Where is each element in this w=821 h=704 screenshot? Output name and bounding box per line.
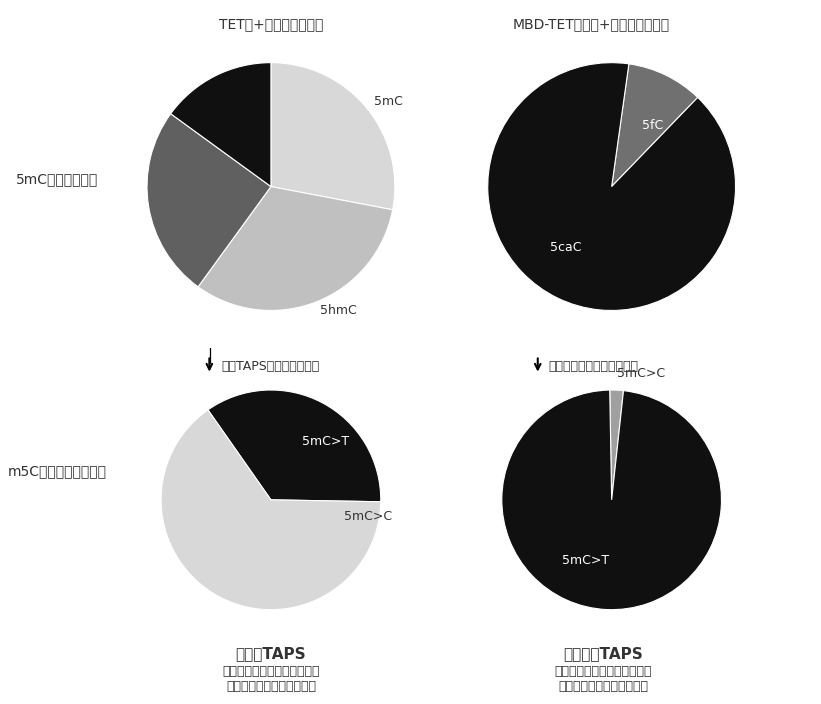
- Text: 5mC>C: 5mC>C: [617, 367, 665, 380]
- Wedge shape: [502, 390, 722, 610]
- Wedge shape: [171, 63, 271, 187]
- Text: 操作简单、耗时短、损失小、
转化率高、易于工业自动化: 操作简单、耗时短、损失小、 转化率高、易于工业自动化: [555, 665, 652, 693]
- Text: m5C位点测序硨基占比: m5C位点测序硨基占比: [8, 465, 107, 479]
- Text: 5mC: 5mC: [374, 95, 403, 108]
- Text: 5mC氧化产物占比: 5mC氧化产物占比: [16, 172, 99, 187]
- Wedge shape: [147, 114, 271, 287]
- Wedge shape: [610, 390, 623, 500]
- Text: 传统的TAPS: 传统的TAPS: [236, 646, 306, 661]
- Text: 操作复杂，耗时长、损失大、
转化率低、难以工业自动化: 操作复杂，耗时长、损失大、 转化率低、难以工业自动化: [222, 665, 319, 693]
- Wedge shape: [208, 390, 381, 502]
- Text: 优化还原剂处理后建库测序: 优化还原剂处理后建库测序: [548, 360, 639, 372]
- Text: 5fC: 5fC: [641, 119, 663, 132]
- Wedge shape: [161, 410, 381, 610]
- Text: 5mC>C: 5mC>C: [344, 510, 392, 523]
- Wedge shape: [198, 187, 392, 310]
- Text: 5caC: 5caC: [550, 241, 582, 254]
- Text: MBD-TET重组醂+优化反应缓冲液: MBD-TET重组醂+优化反应缓冲液: [512, 18, 670, 32]
- Text: 传统TAPS处理后建库测序: 传统TAPS处理后建库测序: [222, 360, 320, 372]
- Text: 5mC>T: 5mC>T: [562, 553, 609, 567]
- Wedge shape: [271, 63, 395, 210]
- Text: |: |: [207, 348, 212, 363]
- Text: TET醂+传统反应缓冲液: TET醂+传统反应缓冲液: [218, 18, 323, 32]
- Text: 5fC: 5fC: [117, 201, 139, 214]
- Text: 5mC>T: 5mC>T: [302, 435, 349, 448]
- Wedge shape: [488, 63, 736, 310]
- Text: 5caC: 5caC: [179, 61, 210, 74]
- Text: 优化后的TAPS: 优化后的TAPS: [563, 646, 644, 661]
- Wedge shape: [612, 64, 698, 187]
- Text: 5hmC: 5hmC: [320, 304, 357, 318]
